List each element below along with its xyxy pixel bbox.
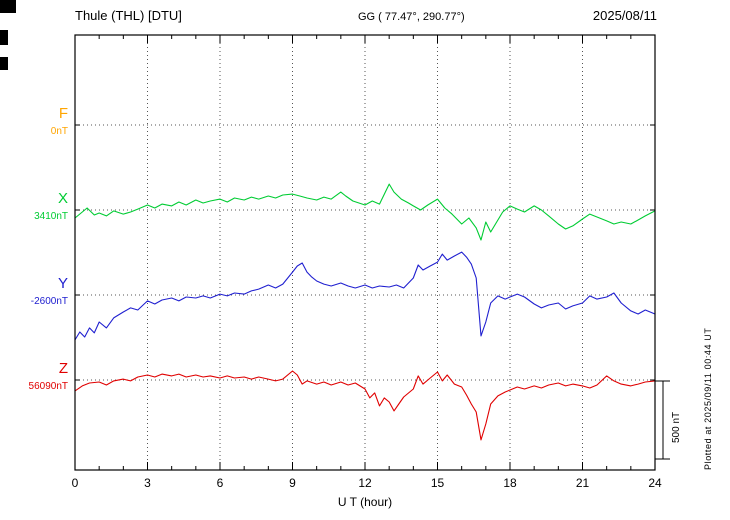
- plot-date: 2025/08/11: [592, 8, 657, 23]
- plotted-at-note: Plotted at 2025/09/11 00:44 UT: [703, 327, 713, 470]
- screen-artifact: [0, 57, 8, 70]
- plot-frame: [74, 34, 656, 471]
- x-axis-label: U T (hour): [337, 495, 393, 509]
- geo-coordinates: GG ( 77.47°, 290.77°): [358, 11, 465, 23]
- screen-artifact: [0, 30, 8, 45]
- screen-artifact: [0, 0, 16, 13]
- trace-Z: [74, 370, 656, 441]
- trace-X: [74, 183, 656, 241]
- station-title: Thule (THL) [DTU]: [75, 8, 182, 23]
- trace-Y: [74, 251, 656, 341]
- scale-bar-label: 500 nT: [671, 411, 682, 443]
